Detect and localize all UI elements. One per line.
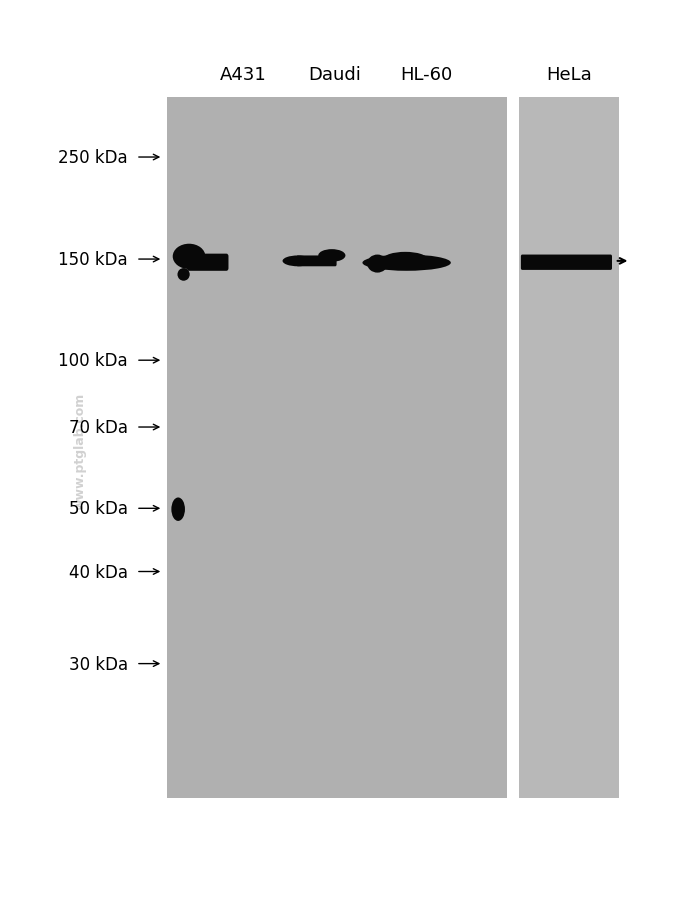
- Text: A431: A431: [220, 66, 267, 84]
- Text: HeLa: HeLa: [546, 66, 592, 84]
- Text: Daudi: Daudi: [308, 66, 361, 84]
- Text: 40 kDa: 40 kDa: [69, 563, 128, 581]
- Text: 250 kDa: 250 kDa: [58, 149, 128, 167]
- Ellipse shape: [383, 253, 428, 267]
- Ellipse shape: [318, 250, 345, 262]
- Bar: [167, 97, 507, 798]
- Ellipse shape: [171, 498, 185, 521]
- Ellipse shape: [362, 255, 451, 272]
- Ellipse shape: [177, 269, 190, 281]
- Ellipse shape: [282, 256, 313, 267]
- Ellipse shape: [367, 255, 388, 273]
- Text: HL-60: HL-60: [401, 66, 452, 84]
- Text: 70 kDa: 70 kDa: [69, 419, 128, 437]
- Text: 100 kDa: 100 kDa: [58, 352, 128, 370]
- Text: www.ptglab.com: www.ptglab.com: [73, 392, 87, 510]
- Text: 150 kDa: 150 kDa: [58, 251, 128, 269]
- Ellipse shape: [173, 244, 205, 270]
- Text: 50 kDa: 50 kDa: [69, 500, 128, 518]
- FancyBboxPatch shape: [187, 254, 228, 272]
- Bar: [519, 97, 619, 798]
- FancyBboxPatch shape: [521, 255, 612, 271]
- Text: 30 kDa: 30 kDa: [69, 655, 128, 673]
- FancyBboxPatch shape: [296, 256, 337, 267]
